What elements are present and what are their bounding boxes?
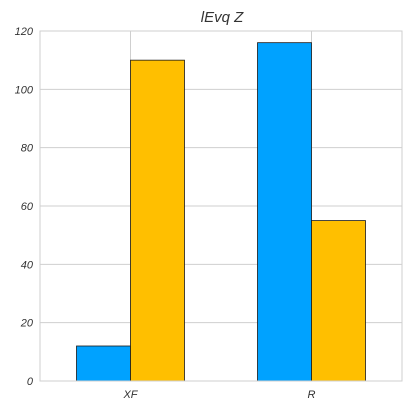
y-tick-label: 60 — [21, 201, 34, 213]
bar-r-series-2 — [312, 221, 366, 381]
y-tick-label: 40 — [21, 259, 34, 271]
y-tick-label: 120 — [15, 26, 34, 38]
y-tick-label: 0 — [27, 376, 34, 388]
x-tick-label: XF — [122, 389, 138, 401]
bar-xf-series-2 — [131, 60, 185, 381]
bar-r-series-1 — [258, 43, 312, 381]
x-tick-label: R — [308, 389, 316, 401]
y-tick-label: 80 — [21, 143, 34, 155]
chart-title: lEvq Z — [201, 9, 244, 26]
y-tick-label: 20 — [20, 318, 34, 330]
y-tick-label: 100 — [15, 84, 34, 96]
bar-xf-series-1 — [77, 346, 131, 381]
